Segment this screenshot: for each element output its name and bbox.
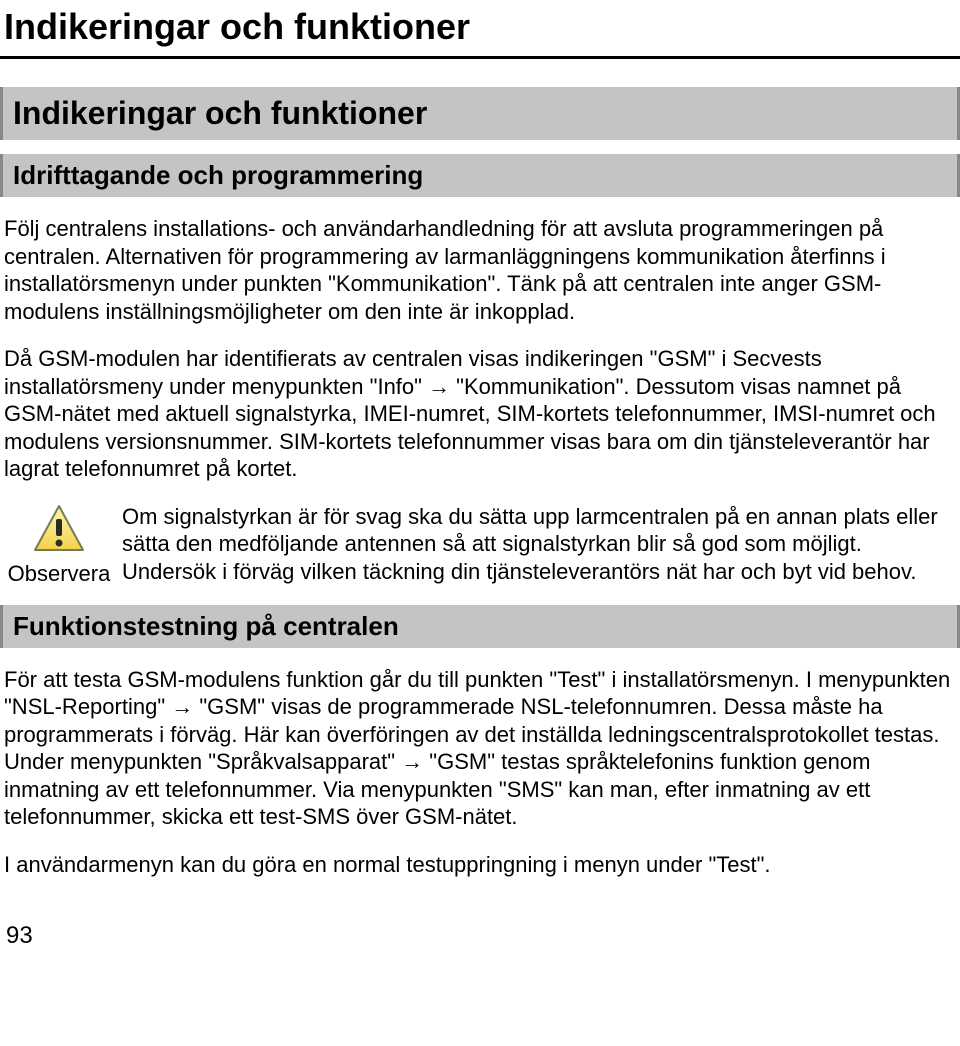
paragraph-4: I användarmenyn kan du göra en normal te… [0, 851, 960, 879]
paragraph-3: För att testa GSM-modulens funktion går … [0, 666, 960, 831]
page-number: 93 [0, 898, 960, 950]
paragraph-2: Då GSM-modulen har identifierats av cent… [0, 345, 960, 483]
subsection-heading-1: Idrifttagande och programmering [0, 154, 960, 197]
note-text: Om signalstyrkan är för svag ska du sätt… [114, 503, 952, 586]
section-heading: Indikeringar och funktioner [0, 87, 960, 140]
document-page: Indikeringar och funktioner Indikeringar… [0, 0, 960, 970]
page-main-title: Indikeringar och funktioner [0, 0, 960, 59]
warning-info-icon [32, 503, 86, 557]
note-block: Observera Om signalstyrkan är för svag s… [0, 503, 960, 587]
paragraph-1: Följ centralens installations- och använ… [0, 215, 960, 325]
note-label: Observera [4, 561, 114, 587]
subsection-heading-2: Funktionstestning på centralen [0, 605, 960, 648]
note-icon-cell: Observera [4, 503, 114, 587]
